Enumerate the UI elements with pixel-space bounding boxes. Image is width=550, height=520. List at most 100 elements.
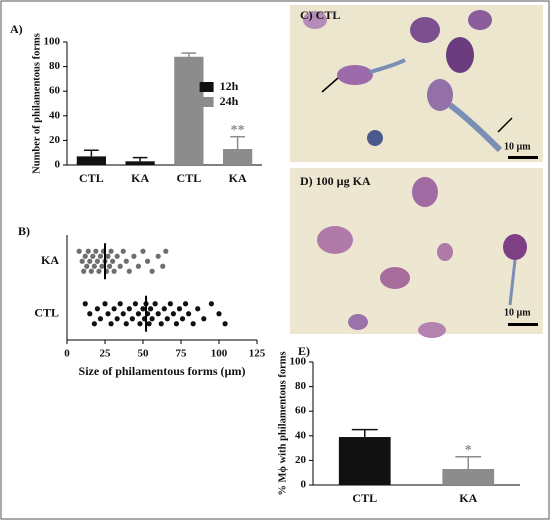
- dot: [201, 316, 207, 322]
- image-c: C) CTL 10 µm: [290, 5, 543, 162]
- y-tick-label: 100: [290, 356, 307, 368]
- dot: [195, 306, 201, 312]
- dot: [132, 301, 138, 307]
- dot: [163, 248, 169, 254]
- dot: [114, 253, 120, 259]
- bar: [76, 156, 106, 165]
- x-tick-label: 75: [176, 348, 188, 360]
- dot: [144, 258, 151, 264]
- significance: **: [231, 123, 245, 138]
- dot: [208, 301, 214, 307]
- x-tick-label: 25: [100, 348, 112, 360]
- dot: [164, 316, 170, 322]
- x-tick-label: 100: [211, 348, 228, 360]
- dot: [129, 316, 135, 322]
- filament: [508, 259, 517, 306]
- scale-bar: [508, 156, 538, 159]
- dot: [152, 301, 158, 307]
- dot: [149, 268, 155, 274]
- y-tick-label: 80: [295, 380, 307, 392]
- dot: [91, 321, 97, 327]
- dot: [135, 311, 142, 317]
- cell: [337, 65, 373, 85]
- dot: [94, 306, 100, 312]
- legend-swatch: [199, 82, 214, 92]
- x-axis-label: Size of philamentous forms (µm): [79, 364, 246, 378]
- y-tick-label: 40: [295, 429, 307, 441]
- filament: [369, 58, 406, 74]
- cell: [503, 234, 527, 260]
- cell: [410, 17, 440, 43]
- dot: [140, 248, 146, 254]
- dot: [126, 306, 132, 312]
- legend-swatch: [199, 97, 214, 107]
- bar: [174, 56, 204, 166]
- panel-label: A): [10, 22, 23, 36]
- y-tick-label: CTL: [34, 306, 59, 320]
- y-tick-label: 40: [49, 109, 61, 121]
- dot: [105, 311, 111, 317]
- dot: [96, 268, 102, 274]
- dot: [176, 306, 183, 312]
- x-tick-label: 125: [249, 348, 266, 360]
- cell: [380, 267, 410, 289]
- y-tick-label: 20: [295, 454, 307, 466]
- x-tick-label: CTL: [177, 171, 202, 185]
- dot: [110, 258, 116, 264]
- dot: [88, 268, 94, 274]
- dot: [82, 253, 88, 259]
- dot: [160, 263, 166, 269]
- cell: [412, 177, 438, 207]
- dot: [161, 306, 167, 312]
- dot: [111, 268, 117, 274]
- dot: [179, 316, 186, 322]
- y-tick-label: KA: [41, 253, 59, 267]
- dot: [97, 253, 104, 259]
- y-tick-label: 0: [55, 159, 61, 171]
- y-tick-label: 0: [301, 479, 307, 491]
- cell: [468, 10, 492, 30]
- scale-label: 10 µm: [504, 141, 531, 152]
- cell: [303, 11, 327, 29]
- dot: [170, 311, 176, 317]
- bar: [223, 149, 253, 165]
- dot: [140, 306, 146, 312]
- dot: [76, 248, 82, 254]
- dot: [135, 263, 142, 269]
- dot: [106, 263, 113, 269]
- dot: [186, 311, 192, 317]
- y-tick-label: 100: [44, 36, 61, 48]
- dot: [79, 258, 85, 264]
- dot: [155, 253, 161, 259]
- dot: [85, 248, 91, 254]
- panel-label: C) CTL: [300, 8, 340, 22]
- cell: [317, 226, 353, 254]
- dot: [146, 321, 152, 327]
- x-tick-label: KA: [131, 171, 149, 185]
- dot: [137, 321, 143, 327]
- dot: [108, 321, 114, 327]
- y-axis-label: % Mϕ with philamentous forms: [277, 351, 288, 495]
- dot: [117, 263, 123, 269]
- scale-label: 10 µm: [504, 307, 531, 318]
- x-tick-label: 50: [138, 348, 150, 360]
- bar: [125, 161, 155, 165]
- dot: [90, 253, 96, 259]
- cell: [367, 130, 383, 146]
- dot: [120, 248, 126, 254]
- x-tick-label: 0: [64, 348, 70, 360]
- dot: [81, 268, 87, 274]
- dot: [148, 306, 154, 312]
- dot: [155, 311, 161, 317]
- scale-bar: [508, 323, 538, 326]
- arrow: [321, 77, 339, 93]
- image-d: D) 100 µg KA 10 µm: [290, 168, 543, 338]
- x-tick-label: KA: [459, 491, 477, 505]
- dot: [94, 258, 100, 264]
- dot: [123, 321, 129, 327]
- dot: [93, 248, 99, 254]
- dot: [102, 301, 108, 307]
- legend-label: 24h: [220, 94, 239, 108]
